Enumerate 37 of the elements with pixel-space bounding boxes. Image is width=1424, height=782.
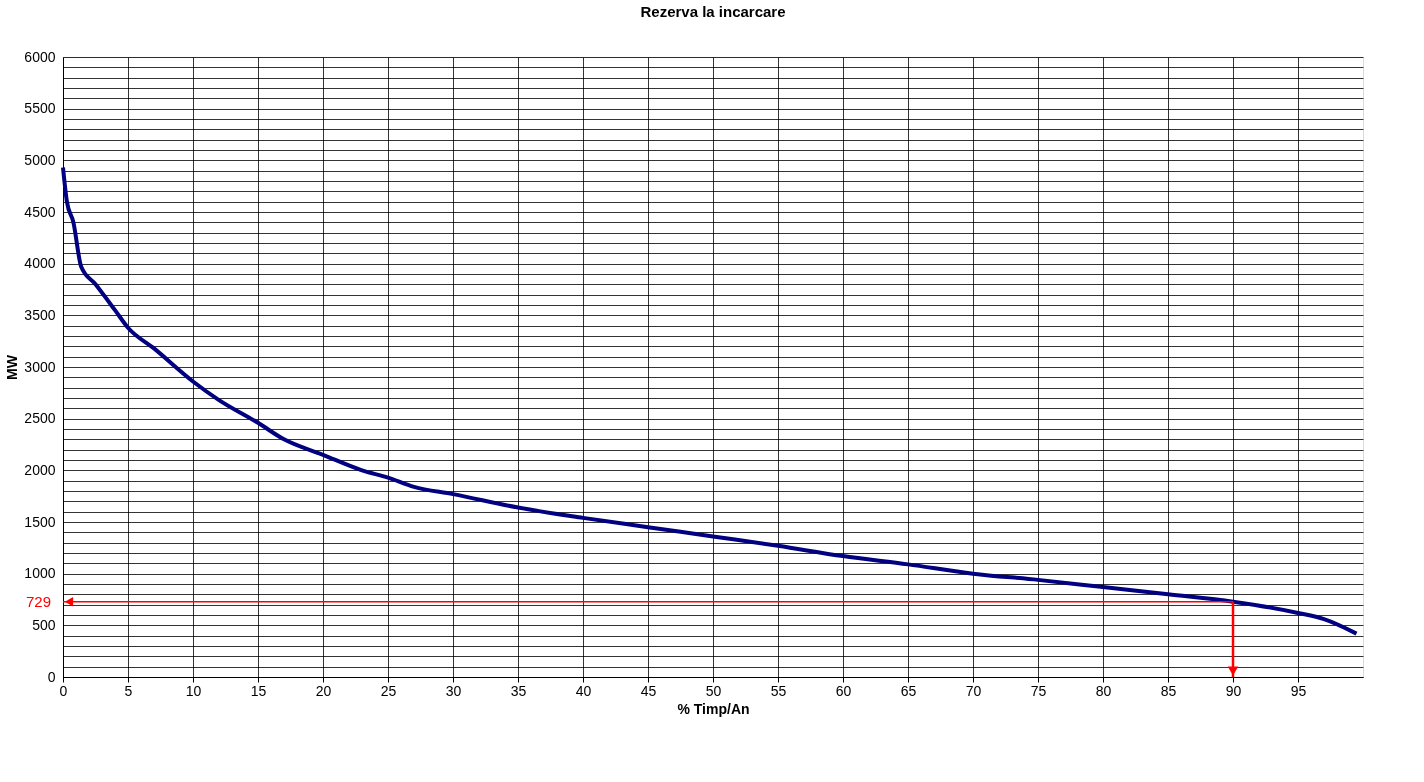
y-tick-label: 1000 <box>24 565 56 582</box>
y-tick-label: 5500 <box>24 100 56 117</box>
x-tick-label: 15 <box>250 682 267 699</box>
y-tick-label: 4500 <box>24 203 56 220</box>
y-tick-label: 2500 <box>24 410 56 427</box>
x-tick-label: 35 <box>510 682 527 699</box>
x-tick-label: 10 <box>185 682 202 699</box>
x-tick-label: 80 <box>1095 682 1112 699</box>
y-tick-label: 2000 <box>24 461 56 478</box>
x-tick-label: 85 <box>1160 682 1177 699</box>
y-tick-label: 3000 <box>24 358 56 375</box>
y-tick-label: 4000 <box>24 255 56 272</box>
chart-title: Rezerva la incarcare <box>640 3 786 20</box>
y-tick-label: 5000 <box>24 151 56 168</box>
y-tick-label: 1500 <box>24 513 56 530</box>
x-tick-label: 90 <box>1225 682 1242 699</box>
x-tick-label: 25 <box>380 682 397 699</box>
y-tick-label: 500 <box>32 616 56 633</box>
x-tick-label: 70 <box>965 682 982 699</box>
x-tick-label: 60 <box>835 682 852 699</box>
x-tick-label: 50 <box>705 682 722 699</box>
x-tick-label: 75 <box>1030 682 1047 699</box>
y-tick-label: 6000 <box>24 48 56 65</box>
x-tick-label: 55 <box>770 682 787 699</box>
x-tick-label: 65 <box>900 682 917 699</box>
x-tick-label: 5 <box>124 682 133 699</box>
y-tick-label: 3500 <box>24 306 56 323</box>
annotation: 729 <box>25 592 51 610</box>
y-tick-label: 0 <box>47 668 56 685</box>
x-axis-title: % Timp/An <box>677 700 750 717</box>
x-tick-label: 20 <box>315 682 332 699</box>
x-tick-label: 0 <box>59 682 68 699</box>
x-tick-label: 45 <box>640 682 657 699</box>
x-tick-label: 95 <box>1290 682 1307 699</box>
y-axis-title: MW <box>4 354 21 380</box>
x-tick-label: 30 <box>445 682 462 699</box>
x-tick-label: 40 <box>575 682 592 699</box>
